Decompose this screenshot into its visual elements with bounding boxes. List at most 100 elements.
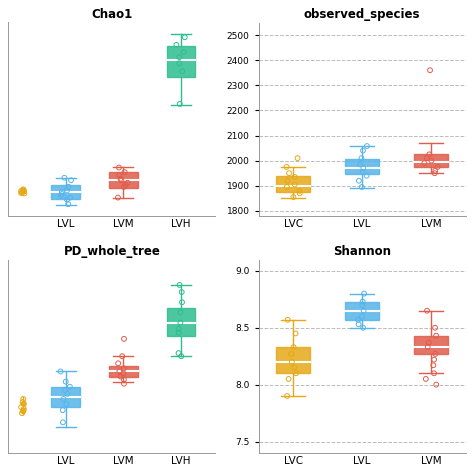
- Point: [425, 339, 433, 346]
- Point: [65, 183, 73, 191]
- Point: [176, 309, 184, 316]
- Point: [423, 307, 431, 314]
- Point: [363, 142, 371, 150]
- Point: [181, 34, 189, 41]
- Point: [423, 155, 430, 162]
- Point: [62, 378, 70, 385]
- Point: [290, 343, 297, 351]
- Bar: [109, 366, 138, 376]
- Bar: [21, 191, 25, 193]
- Point: [19, 186, 27, 194]
- Point: [175, 325, 182, 332]
- Point: [355, 177, 363, 184]
- Point: [18, 189, 25, 197]
- Point: [115, 164, 123, 171]
- Point: [420, 159, 428, 167]
- Point: [121, 168, 128, 176]
- Point: [18, 403, 25, 411]
- Point: [58, 188, 66, 196]
- Point: [18, 410, 26, 417]
- Title: PD_whole_tree: PD_whole_tree: [64, 246, 160, 258]
- Point: [431, 324, 439, 331]
- Point: [19, 395, 27, 403]
- Point: [359, 298, 366, 305]
- Point: [359, 168, 366, 176]
- Point: [292, 369, 300, 377]
- Point: [66, 383, 73, 391]
- Point: [57, 368, 64, 375]
- Point: [176, 100, 183, 108]
- Bar: [21, 402, 25, 412]
- Point: [359, 324, 367, 331]
- Point: [60, 395, 67, 403]
- Title: Chao1: Chao1: [91, 9, 133, 21]
- Point: [124, 179, 131, 187]
- Point: [19, 188, 27, 196]
- Point: [291, 364, 298, 371]
- Point: [175, 59, 183, 67]
- Point: [175, 329, 182, 337]
- Point: [432, 350, 439, 358]
- Point: [67, 176, 75, 184]
- Point: [360, 307, 367, 314]
- Point: [120, 183, 128, 191]
- Bar: [109, 172, 138, 188]
- Point: [120, 365, 128, 372]
- Point: [296, 190, 303, 197]
- Point: [117, 175, 124, 182]
- Point: [120, 380, 128, 387]
- Point: [57, 192, 64, 200]
- Point: [285, 375, 292, 383]
- Point: [119, 370, 127, 377]
- Point: [176, 281, 183, 289]
- Point: [175, 53, 183, 61]
- Point: [431, 167, 439, 174]
- Bar: [414, 155, 448, 167]
- Bar: [276, 176, 310, 192]
- Point: [121, 181, 129, 189]
- Point: [177, 352, 185, 360]
- Point: [18, 189, 26, 196]
- Point: [178, 299, 186, 306]
- Point: [118, 176, 125, 184]
- Point: [426, 151, 433, 158]
- Point: [355, 316, 362, 324]
- Point: [288, 358, 296, 365]
- Point: [358, 312, 366, 320]
- Point: [284, 316, 292, 324]
- Bar: [166, 309, 195, 336]
- Point: [120, 376, 128, 383]
- Point: [429, 362, 437, 369]
- Point: [288, 350, 295, 358]
- Point: [180, 48, 188, 56]
- Point: [359, 164, 367, 172]
- Point: [114, 359, 122, 367]
- Point: [63, 187, 71, 194]
- Point: [20, 400, 27, 408]
- Point: [430, 369, 438, 377]
- Point: [66, 194, 74, 201]
- Point: [283, 163, 291, 171]
- Point: [177, 319, 184, 327]
- Point: [118, 352, 126, 360]
- Bar: [414, 336, 448, 354]
- Point: [61, 386, 69, 393]
- Point: [173, 41, 180, 49]
- Point: [432, 332, 440, 339]
- Point: [59, 419, 67, 426]
- Point: [290, 193, 297, 201]
- Point: [117, 373, 124, 380]
- Bar: [166, 46, 195, 77]
- Point: [432, 381, 440, 388]
- Point: [20, 188, 27, 195]
- Point: [424, 343, 431, 351]
- Point: [434, 163, 441, 171]
- Point: [116, 368, 123, 375]
- Point: [114, 194, 122, 201]
- Point: [20, 190, 28, 197]
- Point: [61, 174, 68, 182]
- Point: [291, 181, 299, 188]
- Point: [430, 356, 438, 364]
- Point: [284, 177, 292, 184]
- Point: [120, 335, 128, 343]
